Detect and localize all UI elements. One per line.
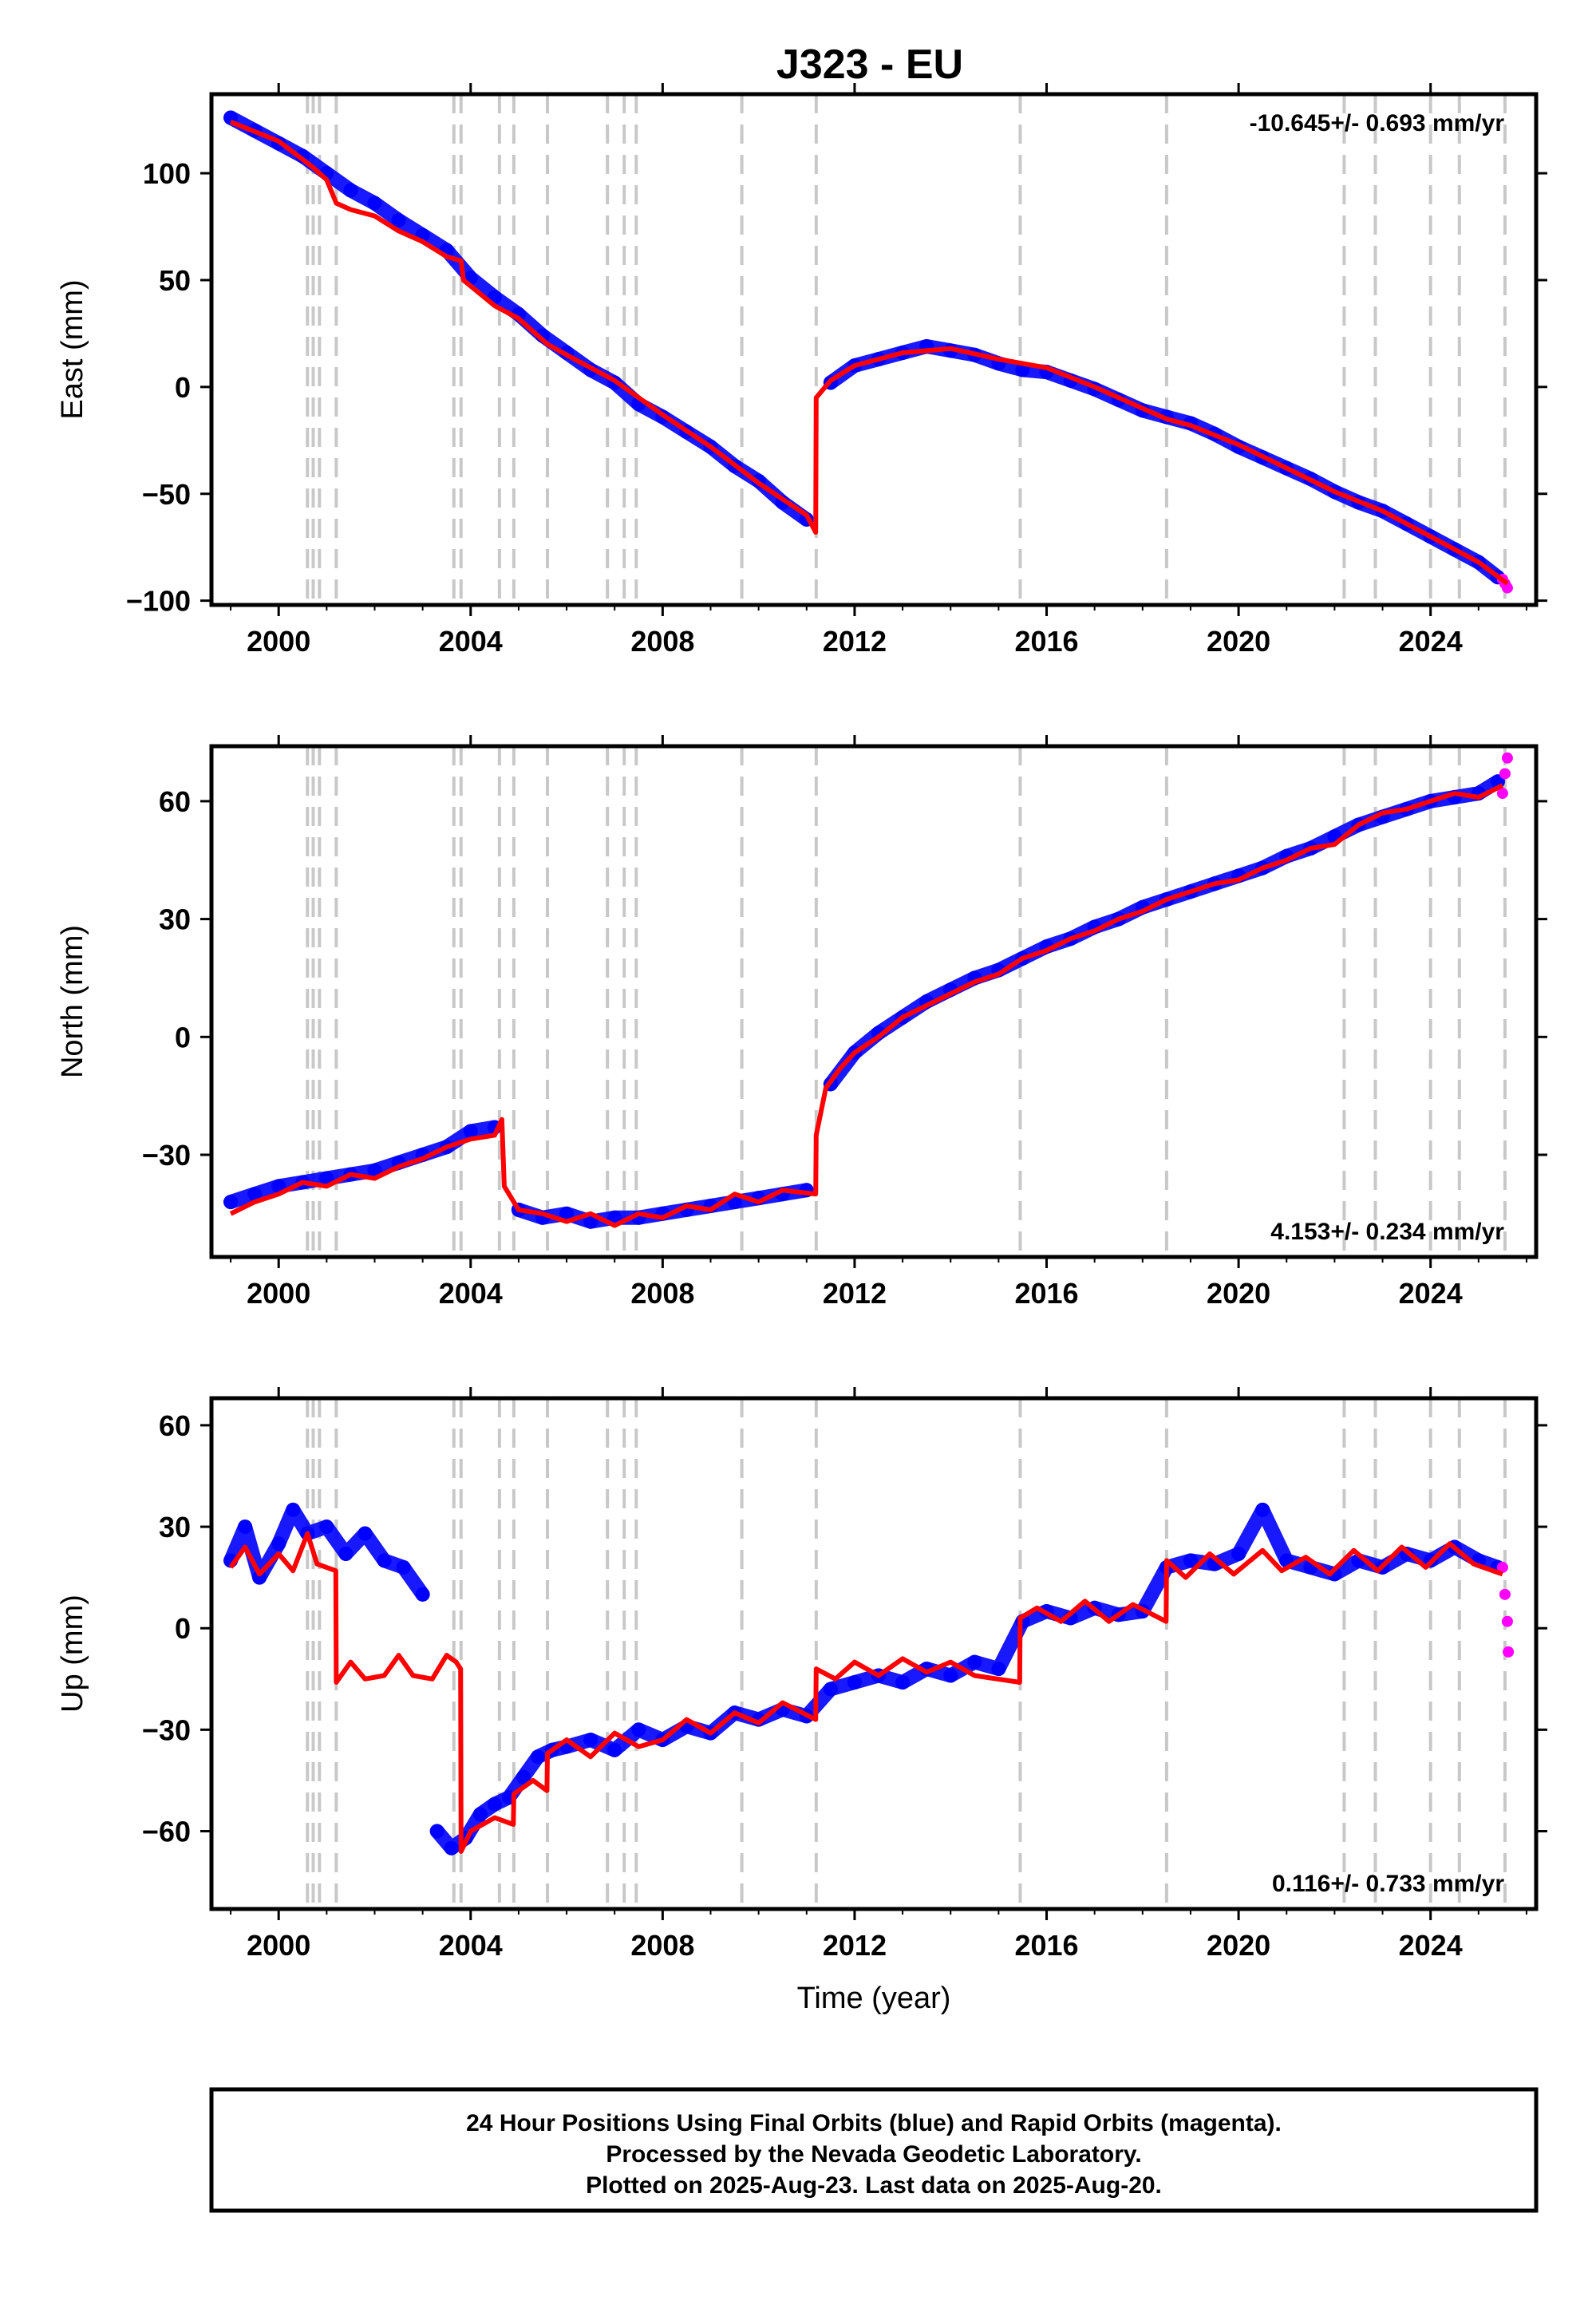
rapid-point (1499, 768, 1511, 780)
y-tick-label: −30 (142, 1139, 191, 1172)
plot-area (211, 94, 1536, 605)
x-tick-label: 2004 (439, 625, 503, 658)
panel-up: 2000 2004 2008 2012 2016 2020 2024 −60 −30 0 30 60 U… (56, 1387, 1547, 1962)
plot-frame (209, 744, 1539, 1259)
model-fit-line (229, 120, 1509, 586)
x-tick-label: 2020 (1207, 1929, 1270, 1962)
plot-area (211, 746, 1536, 1257)
x-tick-label: 2024 (1399, 625, 1463, 658)
y-tick-label: 30 (159, 1511, 191, 1543)
model-fit-line (229, 783, 1504, 1228)
x-tick-label: 2000 (247, 625, 310, 658)
y-tick-label: 100 (143, 157, 191, 190)
x-tick-label: 2004 (439, 1277, 503, 1310)
x-tick-label: 2024 (1399, 1929, 1463, 1962)
rapid-point (1496, 788, 1508, 800)
rapid-point (1501, 752, 1513, 764)
rapid-point (1501, 582, 1513, 594)
rapid-point (1501, 1615, 1513, 1627)
y-tick-label: 0 (175, 1612, 191, 1645)
x-tick-label: 2012 (823, 1929, 887, 1962)
footer-line-2: Processed by the Nevada Geodetic Laborat… (606, 2141, 1141, 2168)
plot-frame (209, 1396, 1539, 1911)
y-axis-label: East (mm) (56, 279, 89, 419)
x-tick-label: 2008 (630, 1929, 694, 1962)
plot-contents (223, 94, 1513, 605)
y-tick-label: 50 (159, 264, 191, 297)
x-tick-label: 2016 (1014, 1277, 1078, 1310)
chart-title: J323 - EU (776, 41, 963, 88)
panel-east: 2000 2004 2008 2012 2016 2020 2024 −100 −50 0 50 10… (56, 83, 1547, 658)
y-tick-label: 60 (159, 785, 191, 818)
plot-contents (223, 746, 1513, 1257)
model-fit-line (228, 1531, 1503, 1854)
y-tick-label: −50 (142, 478, 191, 511)
y-tick-label: 0 (175, 371, 191, 404)
y-tick-label: −100 (126, 585, 191, 618)
rate-label: 4.153+/- 0.234 mm/yr (1270, 1219, 1504, 1245)
rapid-point (1499, 1588, 1511, 1600)
x-tick-label: 2012 (823, 625, 887, 658)
footer-line-1: 24 Hour Positions Using Final Orbits (bl… (466, 2110, 1282, 2136)
y-tick-label: 0 (175, 1021, 191, 1053)
x-tick-label: 2016 (1014, 1929, 1078, 1962)
y-axis-label: North (mm) (56, 925, 89, 1078)
rapid-point (1496, 1561, 1508, 1573)
x-tick-label: 2016 (1014, 625, 1078, 658)
x-tick-label: 2000 (247, 1277, 310, 1310)
rate-label: 0.116+/- 0.733 mm/yr (1272, 1871, 1504, 1897)
x-axis-label: Time (year) (797, 1982, 951, 2015)
x-tick-label: 2008 (630, 1277, 694, 1310)
y-tick-label: −30 (142, 1713, 191, 1746)
y-tick-label: −60 (142, 1816, 191, 1848)
y-tick-label: 60 (159, 1409, 191, 1442)
panels: 2000 2004 2008 2012 2016 2020 2024 −100 −50 0 50 10… (56, 83, 1547, 1962)
plot-area (211, 1398, 1536, 1909)
x-tick-label: 2008 (630, 625, 694, 658)
plot-frame (209, 92, 1539, 607)
plot-contents (223, 1398, 1515, 1909)
x-tick-label: 2012 (823, 1277, 887, 1310)
x-tick-label: 2020 (1207, 1277, 1270, 1310)
rapid-point (1503, 1646, 1515, 1658)
y-tick-label: 30 (159, 903, 191, 936)
footer-box (209, 2087, 1539, 2213)
y-axis-label: Up (mm) (56, 1595, 89, 1713)
panel-north: 2000 2004 2008 2012 2016 2020 2024 −30 0 30 60 Nort… (56, 735, 1547, 1310)
x-tick-label: 2020 (1207, 625, 1270, 658)
x-tick-label: 2000 (247, 1929, 310, 1962)
x-tick-label: 2024 (1399, 1277, 1463, 1310)
footer-line-3: Plotted on 2025-Aug-23. Last data on 202… (586, 2172, 1162, 2199)
rate-label: -10.645+/- 0.693 mm/yr (1250, 110, 1505, 136)
x-tick-label: 2004 (439, 1929, 503, 1962)
